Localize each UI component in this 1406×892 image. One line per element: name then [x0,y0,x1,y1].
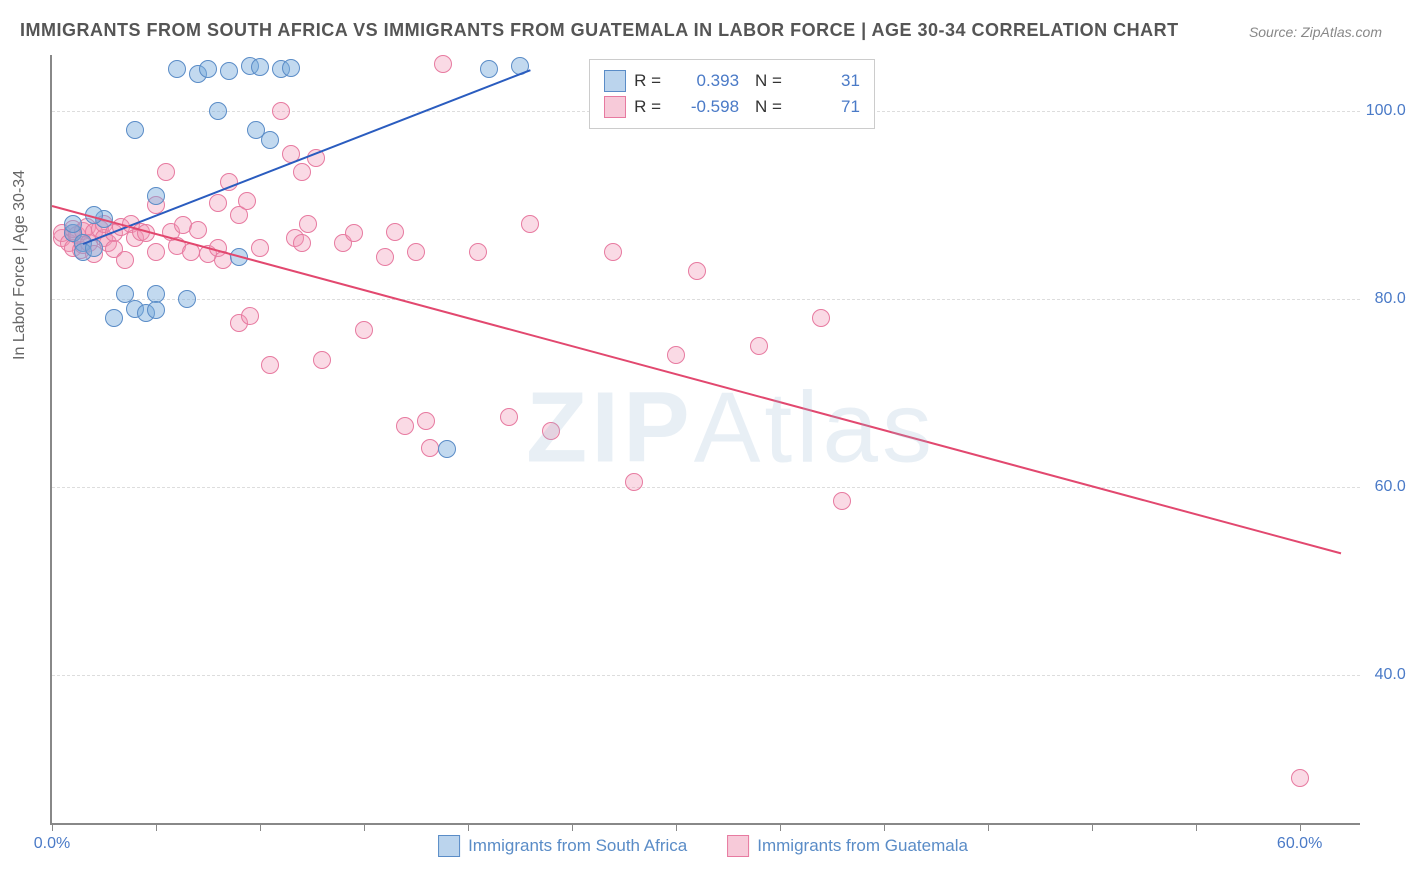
data-point [147,301,165,319]
data-point [750,337,768,355]
stats-legend: R = 0.393 N = 31 R = -0.598 N = 71 [589,59,875,129]
x-tick-mark [1196,823,1197,831]
data-point [272,102,290,120]
legend-swatch [438,835,460,857]
data-point [293,163,311,181]
x-tick-label: 60.0% [1277,835,1322,853]
x-tick-mark [156,823,157,831]
stat-n-label: N = [755,97,782,117]
data-point [147,187,165,205]
data-point [396,417,414,435]
legend-swatch [604,70,626,92]
data-point [355,321,373,339]
data-point [241,307,259,325]
data-point [345,224,363,242]
stat-n-value: 31 [790,71,860,91]
data-point [105,309,123,327]
data-point [157,163,175,181]
x-tick-mark [1092,823,1093,831]
data-point [299,215,317,233]
legend-swatch [604,96,626,118]
stat-r-value: -0.598 [669,97,739,117]
x-tick-mark [988,823,989,831]
stat-r-label: R = [634,71,661,91]
plot-area: 40.0%60.0%80.0%100.0%0.0%60.0%R =0.393N … [50,55,1360,825]
y-tick-label: 100.0% [1366,102,1406,120]
data-point [238,192,256,210]
x-tick-mark [572,823,573,831]
chart-title: IMMIGRANTS FROM SOUTH AFRICA VS IMMIGRAN… [20,20,1179,41]
data-point [688,262,706,280]
data-point [168,60,186,78]
bottom-legend: Immigrants from South Africa Immigrants f… [438,835,968,857]
trend-line [52,205,1342,554]
data-point [438,440,456,458]
data-point [417,412,435,430]
data-point [293,234,311,252]
data-point [261,131,279,149]
data-point [421,439,439,457]
legend-label: Immigrants from Guatemala [757,836,968,856]
data-point [542,422,560,440]
data-point [434,55,452,73]
y-tick-label: 60.0% [1375,478,1406,496]
stat-r-label: R = [634,97,661,117]
y-axis-label: In Labor Force | Age 30-34 [11,170,29,360]
data-point [116,251,134,269]
bottom-legend-item: Immigrants from Guatemala [727,835,968,857]
data-point [251,239,269,257]
legend-swatch [727,835,749,857]
data-point [251,58,269,76]
data-point [812,309,830,327]
data-point [282,59,300,77]
x-tick-mark [260,823,261,831]
data-point [376,248,394,266]
data-point [604,243,622,261]
bottom-legend-item: Immigrants from South Africa [438,835,687,857]
stat-n-label: N = [755,71,782,91]
data-point [386,223,404,241]
gridline-h [52,487,1360,488]
x-tick-mark [780,823,781,831]
data-point [64,215,82,233]
x-tick-mark [676,823,677,831]
stat-r-value: 0.393 [669,71,739,91]
data-point [469,243,487,261]
data-point [480,60,498,78]
data-point [407,243,425,261]
stats-legend-row: R = 0.393 N = 31 [604,68,860,94]
data-point [313,351,331,369]
data-point [199,60,217,78]
data-point [209,194,227,212]
gridline-h [52,299,1360,300]
x-tick-mark [1300,823,1301,831]
y-tick-label: 40.0% [1375,666,1406,684]
x-tick-mark [52,823,53,831]
data-point [833,492,851,510]
legend-label: Immigrants from South Africa [468,836,687,856]
data-point [261,356,279,374]
data-point [126,121,144,139]
data-point [189,221,207,239]
data-point [178,290,196,308]
x-tick-label: 0.0% [34,835,70,853]
data-point [147,243,165,261]
data-point [667,346,685,364]
gridline-h [52,675,1360,676]
data-point [1291,769,1309,787]
x-tick-mark [364,823,365,831]
x-tick-mark [468,823,469,831]
stat-n-value: 71 [790,97,860,117]
x-tick-mark [884,823,885,831]
data-point [521,215,539,233]
data-point [220,62,238,80]
data-point [209,102,227,120]
y-tick-label: 80.0% [1375,290,1406,308]
source-label: Source: ZipAtlas.com [1249,24,1382,40]
stats-legend-row: R = -0.598 N = 71 [604,94,860,120]
data-point [625,473,643,491]
data-point [500,408,518,426]
